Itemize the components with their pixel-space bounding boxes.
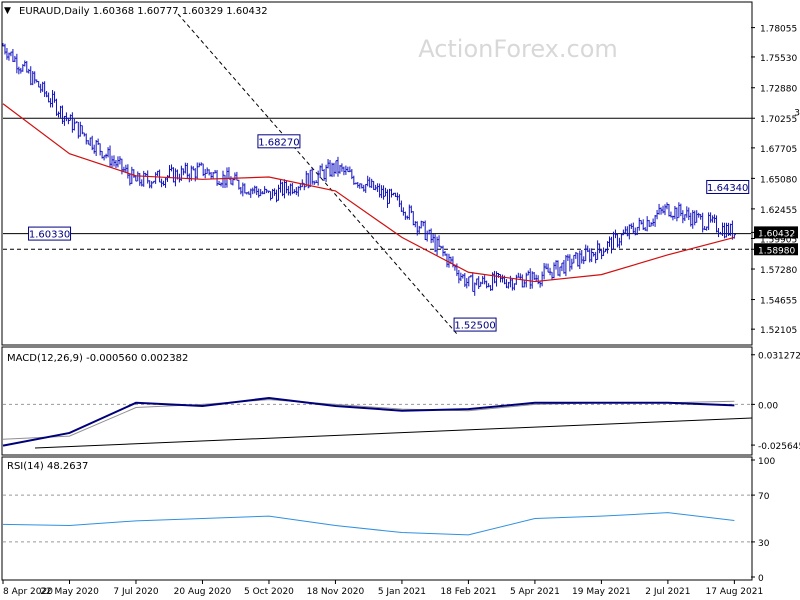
macd-series-macd	[2, 397, 735, 447]
rsi-axis-tick-label: 70	[758, 492, 770, 502]
price-label-box	[28, 226, 72, 241]
time-axis-tick-label: 8 Apr 2020	[3, 587, 53, 597]
rsi-level-lines	[3, 494, 751, 543]
price-axis-tick-label: 1.75530	[760, 54, 797, 64]
macd-panel-frame	[1, 346, 753, 456]
macd-lines: MACD(12,26,9) -0.000560 0.002382	[2, 353, 735, 447]
price-ohlc-bars	[2, 43, 736, 296]
time-axis-tick-label: 5 Oct 2020	[244, 587, 294, 597]
price-label-text: 1.60330	[29, 230, 70, 241]
price-axis-highlight-label: 1.58980	[758, 246, 795, 256]
price-axis-tick-label: 1.62455	[760, 206, 797, 216]
rsi-series-line	[2, 512, 735, 536]
time-axis-tick-label: 7 Jul 2020	[113, 587, 158, 597]
time-axis-tick-label: 19 May 2021	[572, 587, 631, 597]
macd-axis-tick-label: -0.025645	[758, 442, 800, 452]
price-axis-highlight-box	[754, 226, 798, 239]
time-axis-tick-label: 20 Aug 2020	[174, 587, 232, 597]
ma-line	[2, 103, 735, 283]
macd-axis-tick-label: 0.00	[758, 401, 778, 411]
time-axis-tick-label: 2 Jul 2021	[645, 587, 690, 597]
price-axis-tick-label: 1.70255	[760, 115, 797, 125]
time-axis-tick-label: 5 Apr 2021	[510, 587, 560, 597]
fib-level-label: 38.2	[794, 108, 800, 118]
rsi-panel-frame	[1, 456, 753, 581]
price-label-box	[706, 179, 750, 194]
price-axis-highlight-box	[754, 243, 798, 256]
price-label-text: 1.64340	[707, 183, 748, 194]
time-axis-tick-label: 17 Aug 2021	[706, 587, 764, 597]
price-axis-tick-label: 1.54655	[760, 297, 797, 307]
time-axis-tick-label: 18 Feb 2021	[440, 587, 496, 597]
symbol-info-title: EURAUD,Daily 1.60368 1.60777 1.60329 1.6…	[19, 6, 268, 17]
time-axis-tick-label: 5 Jan 2021	[378, 587, 426, 597]
time-axis-tick-label: 18 Nov 2020	[307, 587, 365, 597]
price-axis-tick-label: 1.52105	[760, 326, 797, 336]
rsi-axis-tick-label: 30	[758, 539, 770, 549]
price-panel-frame	[1, 1, 753, 346]
trendlines	[34, 13, 753, 449]
time-axis-tick-label: 22 May 2020	[40, 587, 99, 597]
rsi-axis: 100 70 30 0	[751, 457, 775, 584]
chart-menu-arrow-icon[interactable]: ▼	[4, 6, 11, 16]
price-label-box	[257, 134, 301, 149]
macd-axis: 0.031272 0.00 -0.025645	[751, 352, 800, 452]
macd-axis-tick-label: 0.031272	[758, 352, 800, 362]
down-trendline	[177, 13, 458, 335]
price-axis-tick-label: 1.57280	[760, 266, 797, 276]
price-axis-tick-label: 1.78055	[760, 25, 797, 35]
price-axis-tick-label: 1.67705	[760, 145, 797, 155]
price-axis-tick-label: 1.65080	[760, 175, 797, 185]
macd-trendline	[34, 417, 753, 449]
rsi-axis-tick-label: 0	[758, 574, 764, 584]
price-label-box	[453, 317, 497, 332]
rsi-axis-tick-label: 100	[758, 457, 775, 467]
price-annotations: 1.68270 1.64340 1.60330 1.52500 38.2	[28, 108, 800, 332]
rsi-title: RSI(14) 48.2637	[7, 461, 88, 472]
price-axis-highlight-label: 1.60432	[758, 229, 795, 239]
macd-title: MACD(12,26,9) -0.000560 0.002382	[7, 353, 188, 364]
moving-average-line	[2, 103, 735, 283]
price-label-text: 1.68270	[258, 137, 299, 148]
price-axis-tick-label: 1.59905	[760, 236, 797, 246]
rsi-line: RSI(14) 48.2637	[2, 461, 735, 536]
watermark-text: ActionForex.com	[418, 35, 618, 63]
price-level-lines	[3, 117, 751, 250]
price-axis: 1.78055 1.75530 1.72880 1.70255 1.67705 1.650…	[751, 25, 798, 336]
price-label-text: 1.52500	[454, 321, 495, 332]
price-axis-tick-label: 1.72880	[760, 85, 797, 95]
